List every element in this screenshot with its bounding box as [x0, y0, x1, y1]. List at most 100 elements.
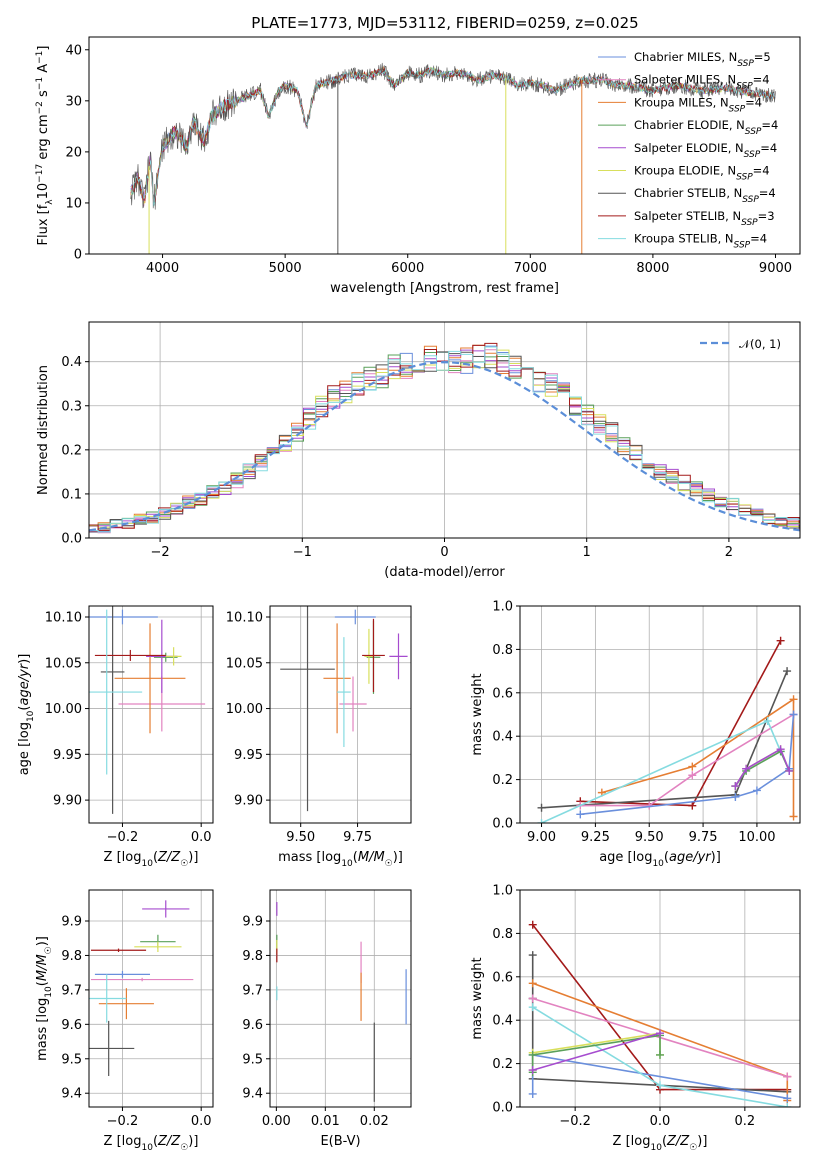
label-part: Kroupa ELODIE, N	[634, 164, 736, 178]
label-part: Z/Z	[666, 1134, 690, 1149]
label-part: Normed distribution	[36, 365, 51, 495]
label-part: )]	[697, 1134, 707, 1149]
y-tick-label: 9.5	[242, 1052, 263, 1067]
weight-marker	[688, 801, 697, 810]
histogram-step	[89, 346, 800, 533]
weight-marker	[528, 1050, 537, 1059]
weight-marker	[785, 766, 794, 775]
label-part: ]	[36, 46, 51, 51]
x-tick-label: 10.00	[738, 830, 775, 845]
x-axis-label: Z [log10(Z/Z☉)]	[104, 1134, 199, 1153]
y-axis-label: Normed distribution	[36, 365, 51, 495]
chart-mass_vs_ebv: 0.00 0.01 0.02 9.4 9.5 9.6 9.7 9.8 9.9 E(B-V)	[242, 889, 412, 1149]
y-tick-label: 10.00	[226, 702, 263, 717]
label-part: 10	[141, 1143, 153, 1153]
label-part: SSP	[737, 59, 754, 69]
x-tick-label: 9.00	[527, 830, 556, 845]
weight-marker	[528, 1089, 537, 1098]
label-part: (	[17, 706, 32, 711]
y-tick-label: 9.95	[234, 748, 263, 763]
weight-line	[580, 713, 794, 807]
chart-age_vs_mass: 9.50 9.75 9.90 9.95 10.00 10.05 10.10 mass [log…	[226, 605, 412, 869]
label-part: mass [log	[35, 998, 50, 1061]
label-part: mass weight	[470, 673, 485, 755]
y-tick-label: 0.0	[61, 532, 82, 547]
legend-label: Kroupa STELIB, NSSP=4	[634, 232, 767, 251]
y-tick-label: 9.9	[61, 915, 82, 930]
y-tick-label: 10.10	[45, 610, 82, 625]
chart-weight_vs_Z: −0.2 0.0 0.2 0.0 0.2 0.4 0.6 0.8 1.0 Z [log10(Z/Z…	[470, 884, 801, 1153]
label-part: =4	[753, 164, 770, 178]
y-tick-label: 0.8	[492, 927, 513, 942]
label-part: 10	[650, 1143, 662, 1153]
label-part: age [log	[599, 850, 652, 865]
axes-frame	[88, 36, 801, 255]
label-part: Z [log	[104, 1134, 142, 1149]
x-tick-label: 6000	[391, 261, 424, 276]
y-tick-label: 9.90	[234, 794, 263, 809]
y-tick-label: 9.8	[242, 949, 263, 964]
label-part: Salpeter ELODIE, N	[634, 141, 744, 155]
weight-marker	[528, 1003, 537, 1012]
label-part: ☉	[689, 1143, 697, 1153]
label-part: −1	[35, 51, 45, 64]
x-tick-label: 9.50	[635, 830, 664, 845]
y-axis-label: age [log10(age/yr)]	[17, 654, 36, 776]
label-part: ☉	[180, 1143, 188, 1153]
weight-marker	[528, 920, 537, 929]
figure-title: PLATE=1773, MJD=53112, FIBERID=0259, z=0…	[251, 14, 638, 32]
axes-frame	[88, 889, 214, 1108]
label-part: Kroupa STELIB, N	[634, 232, 734, 246]
label-part: )]	[17, 654, 32, 664]
x-tick-label: −0.2	[559, 1114, 591, 1129]
x-tick-label: 9.75	[689, 830, 718, 845]
axes-frame	[269, 605, 412, 824]
x-axis-label: Z [log10(Z/Z☉)]	[613, 1134, 708, 1153]
y-tick-label: 0.2	[492, 1057, 513, 1072]
y-tick-label: 9.90	[53, 794, 82, 809]
x-axis-label: Z [log10(Z/Z☉)]	[104, 850, 199, 869]
x-tick-label: 1	[583, 545, 591, 560]
legend-label: Kroupa ELODIE, NSSP=4	[634, 164, 770, 183]
y-tick-label: 10	[65, 196, 82, 211]
label-part: λ	[45, 199, 55, 205]
label-part: =4	[745, 95, 762, 109]
axes-frame	[88, 605, 214, 824]
y-tick-label: 9.9	[242, 915, 263, 930]
y-tick-label: 0.2	[492, 773, 513, 788]
x-tick-label: 2	[725, 545, 733, 560]
plot-area	[276, 902, 407, 1102]
label-part: Chabrier STELIB, N	[634, 186, 742, 200]
label-part: Salpeter STELIB, N	[634, 209, 741, 223]
weight-marker	[789, 710, 798, 719]
label-part: Flux [f	[36, 204, 51, 245]
legend-label: Salpeter MILES, NSSP=4	[634, 73, 770, 92]
weight-marker	[789, 695, 798, 704]
y-tick-label: 9.4	[61, 1087, 82, 1102]
label-part: SSP	[734, 241, 751, 251]
label-part: ☉	[44, 946, 54, 954]
weight-marker	[776, 636, 785, 645]
weight-marker	[528, 1066, 537, 1075]
legend-label: Kroupa MILES, NSSP=4	[634, 95, 762, 114]
weight-line	[580, 640, 782, 807]
label-part: Kroupa MILES, N	[634, 95, 729, 109]
label-part: )]	[35, 936, 50, 946]
plot-area	[130, 62, 776, 254]
y-axis-label: mass weight	[470, 957, 485, 1039]
label-part: −1	[35, 77, 45, 90]
label-part: 10	[652, 859, 664, 869]
y-tick-label: 9.4	[242, 1087, 263, 1102]
y-tick-label: 20	[65, 145, 82, 160]
y-tick-label: 9.5	[61, 1052, 82, 1067]
weight-marker	[537, 819, 546, 823]
weight-line	[580, 714, 795, 816]
weight-marker	[528, 979, 537, 988]
label-part: mass weight	[470, 957, 485, 1039]
y-tick-label: 0.4	[61, 355, 82, 370]
y-tick-label: 9.7	[61, 983, 82, 998]
legend-label: 𝒩(0, 1)	[739, 337, 781, 351]
weight-marker	[656, 1050, 664, 1059]
